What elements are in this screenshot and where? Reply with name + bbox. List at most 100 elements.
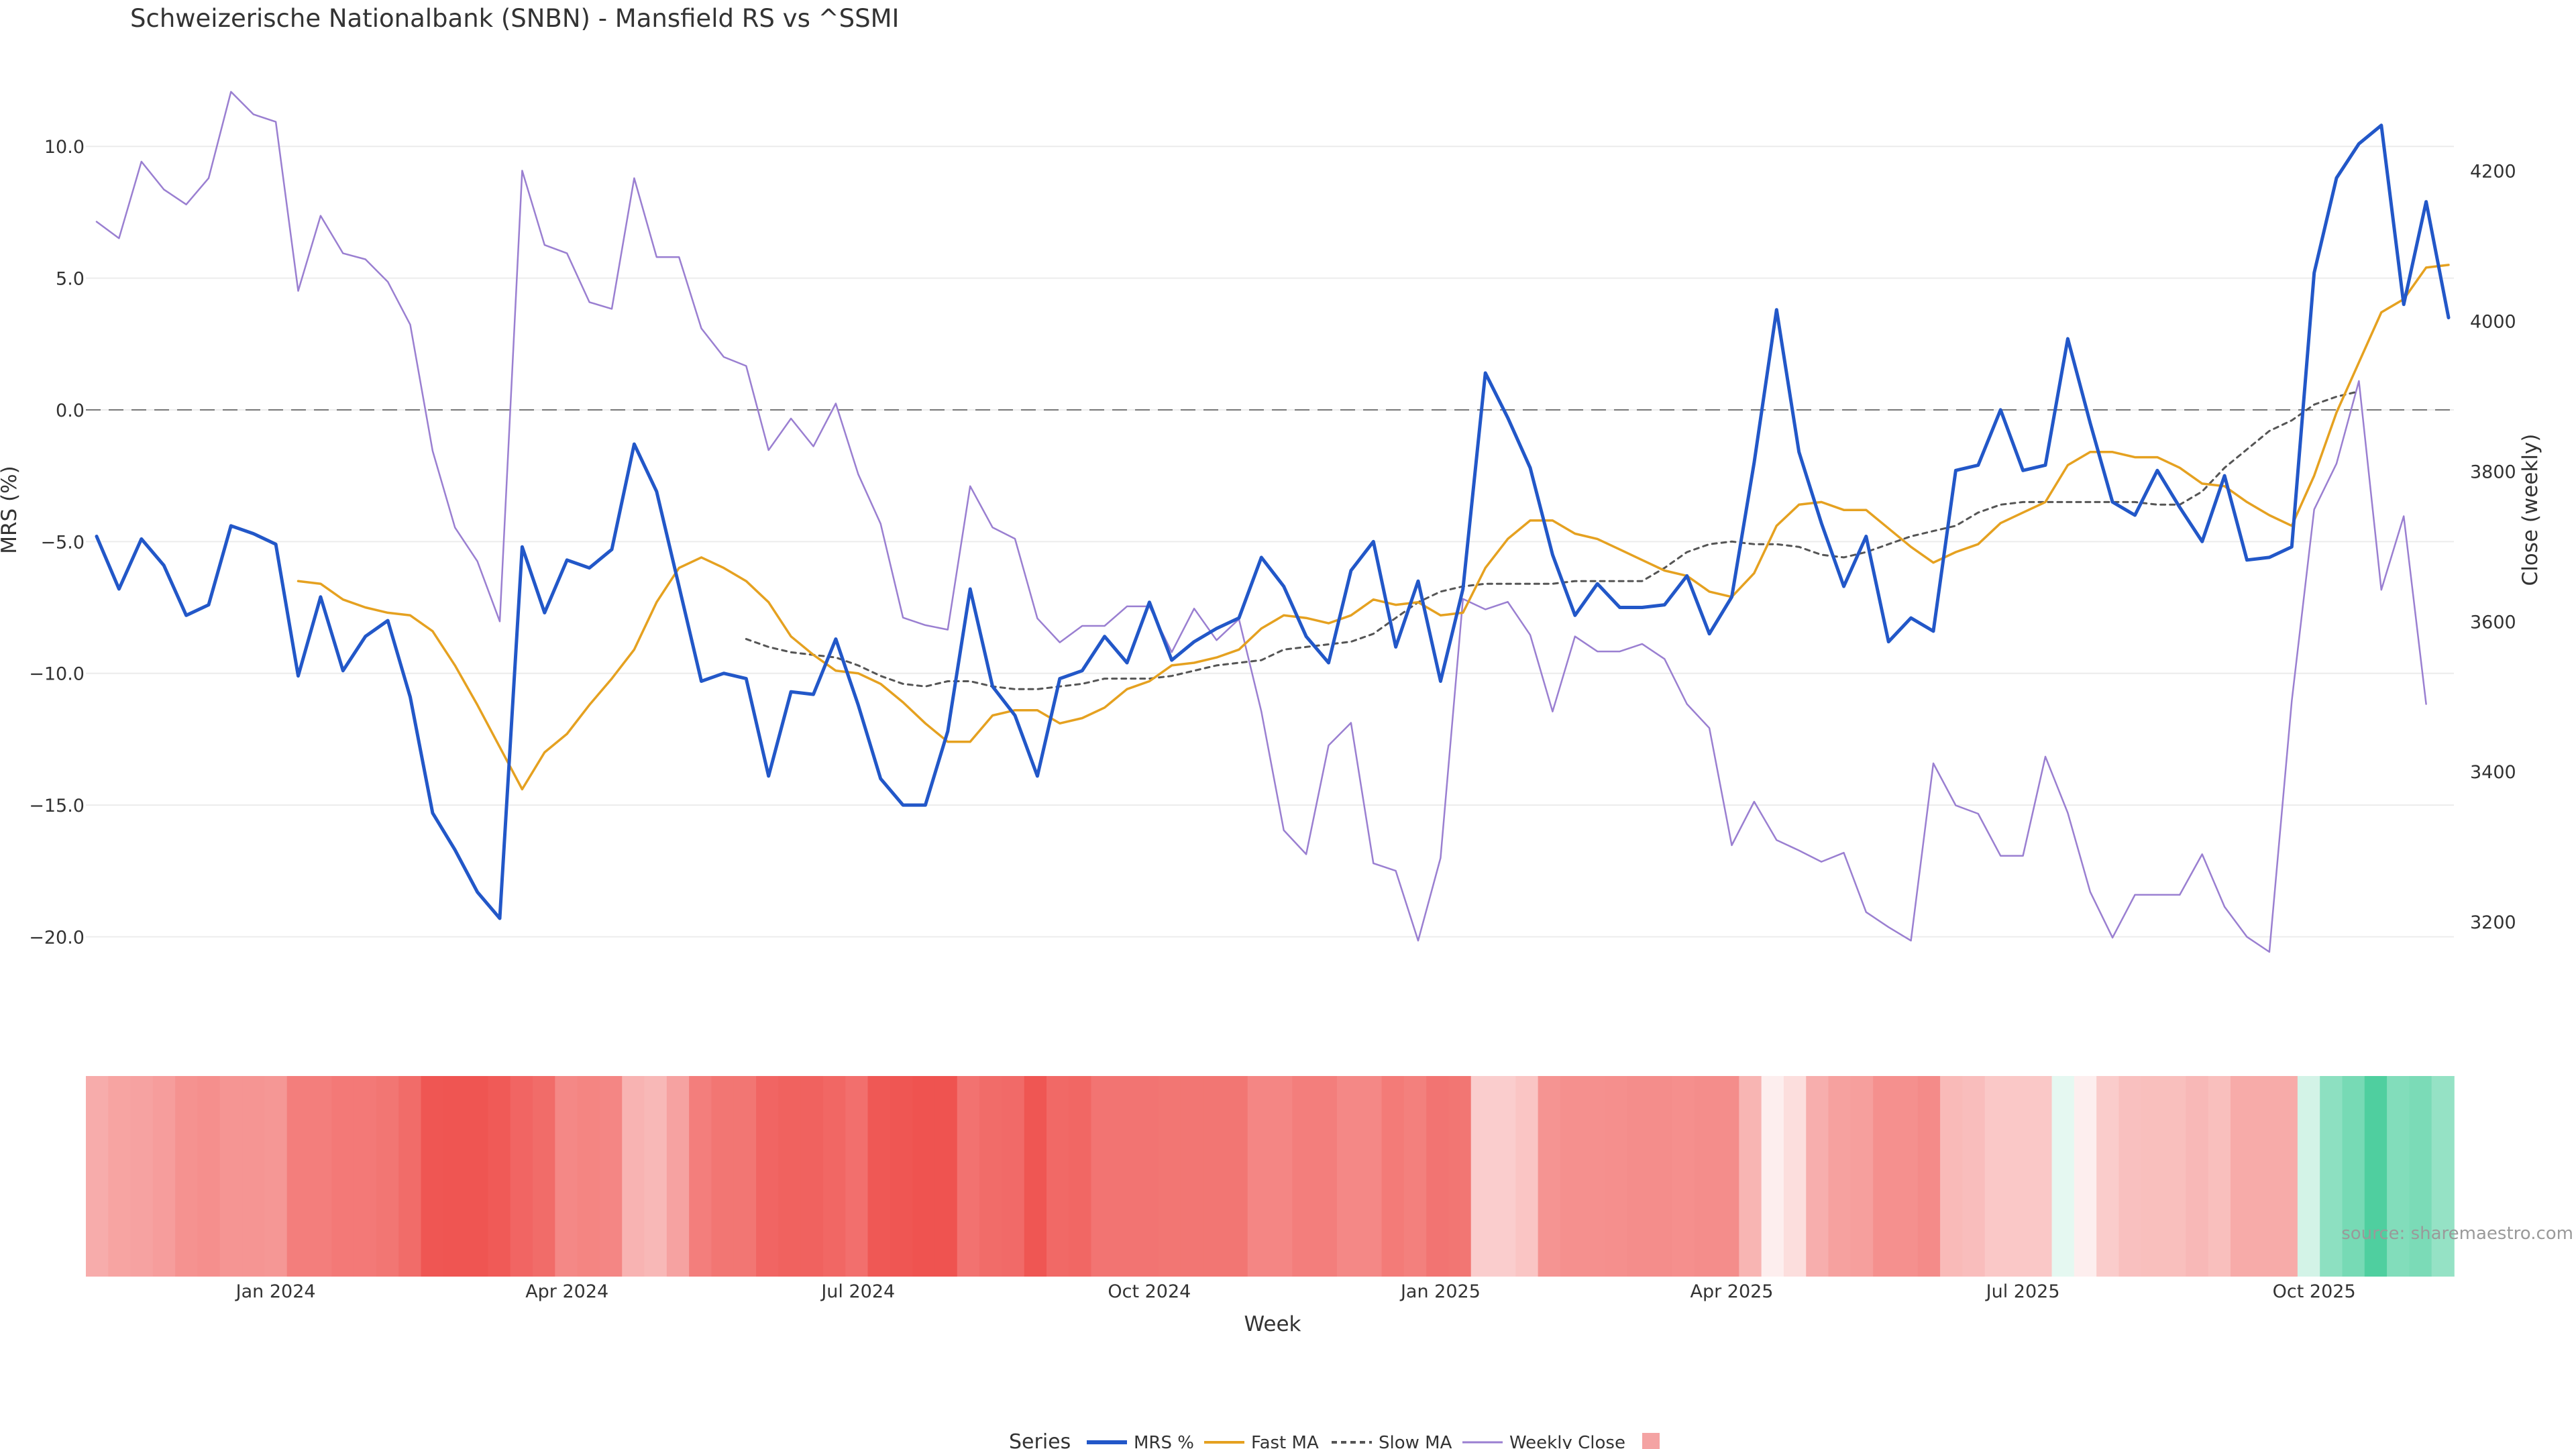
heat-cell-7 <box>242 1076 266 1277</box>
heat-cell-36 <box>890 1076 913 1277</box>
heat-cell-9 <box>286 1076 310 1277</box>
y-tick-label-5: −15.0 <box>29 796 85 816</box>
heat-cell-84 <box>1962 1076 1986 1277</box>
y2-tick-label-2: 3800 <box>2470 462 2516 482</box>
heat-cell-33 <box>822 1076 847 1277</box>
gridlines <box>86 146 2454 938</box>
heat-cell-98 <box>2275 1076 2298 1277</box>
y-axis-right-ticks: 4200 4000 3800 3600 3400 3200 <box>2470 161 2516 933</box>
heat-cell-3 <box>152 1076 176 1277</box>
legend-label-slow-ma: Slow MA <box>1379 1433 1452 1449</box>
x-tick-label-7: Oct 2025 <box>2273 1281 2356 1302</box>
heat-cell-10 <box>309 1076 333 1277</box>
y2-tick-label-4: 3400 <box>2470 762 2516 783</box>
heat-cell-87 <box>2029 1076 2053 1277</box>
heat-cell-96 <box>2230 1076 2254 1277</box>
heat-cell-99 <box>2297 1076 2320 1277</box>
heat-cell-47 <box>1136 1076 1159 1277</box>
heat-cell-14 <box>398 1076 422 1277</box>
heat-cell-65 <box>1538 1076 1561 1277</box>
heat-cell-58 <box>1381 1076 1405 1277</box>
heat-cell-91 <box>2118 1076 2142 1277</box>
heat-cell-97 <box>2253 1076 2276 1277</box>
heat-cell-61 <box>1448 1076 1472 1277</box>
heat-cell-27 <box>689 1076 712 1277</box>
heat-cell-11 <box>331 1076 355 1277</box>
heat-cell-21 <box>555 1076 578 1277</box>
heat-cell-34 <box>845 1076 869 1277</box>
heat-cell-26 <box>666 1076 690 1277</box>
legend-item-mrs[interactable]: MRS % <box>1087 1433 1194 1449</box>
heat-cell-53 <box>1270 1076 1293 1277</box>
y-tick-label-2: 0.0 <box>56 400 85 421</box>
x-axis-label: Week <box>1244 1312 1301 1336</box>
legend-swatch-heatmap <box>1642 1433 1660 1449</box>
heat-cell-52 <box>1247 1076 1271 1277</box>
legend-item-heatmap[interactable] <box>1642 1433 1660 1449</box>
heat-cell-78 <box>1828 1076 1851 1277</box>
legend-label-fast-ma: Fast MA <box>1251 1433 1319 1449</box>
heat-cell-44 <box>1069 1076 1092 1277</box>
heat-cell-2 <box>130 1076 154 1277</box>
x-tick-label-5: Apr 2025 <box>1690 1281 1773 1302</box>
heat-cell-29 <box>733 1076 757 1277</box>
heat-cell-95 <box>2208 1076 2231 1277</box>
legend-title: Series <box>1009 1430 1071 1449</box>
heat-cell-71 <box>1672 1076 1695 1277</box>
heat-cell-22 <box>577 1076 600 1277</box>
x-tick-label-6: Jul 2025 <box>1985 1281 2060 1302</box>
y-tick-label-1: 5.0 <box>56 269 85 290</box>
x-tick-label-4: Jan 2025 <box>1399 1281 1481 1302</box>
legend-item-fast-ma[interactable]: Fast MA <box>1204 1433 1319 1449</box>
y-tick-label-3: −5.0 <box>40 532 85 553</box>
legend-label-mrs: MRS % <box>1134 1433 1194 1449</box>
heat-cell-72 <box>1694 1076 1717 1277</box>
heat-cell-92 <box>2141 1076 2164 1277</box>
heat-cell-62 <box>1470 1076 1494 1277</box>
heat-cell-31 <box>778 1076 802 1277</box>
x-tick-label-3: Oct 2024 <box>1108 1281 1191 1302</box>
chart-title: Schweizerische Nationalbank (SNBN) - Man… <box>130 4 899 33</box>
heat-cell-63 <box>1493 1076 1517 1277</box>
heat-cell-49 <box>1180 1076 1203 1277</box>
heat-cell-25 <box>644 1076 667 1277</box>
heat-cell-70 <box>1650 1076 1673 1277</box>
legend-item-weekly-close[interactable]: Weekly Close <box>1462 1433 1625 1449</box>
y-tick-label-4: −10.0 <box>29 664 85 685</box>
y-axis-right-label: Close (weekly) <box>2518 434 2542 586</box>
heat-cell-8 <box>264 1076 288 1277</box>
y-tick-label-6: −20.0 <box>29 927 85 948</box>
y2-tick-label-3: 3600 <box>2470 612 2516 633</box>
heat-cell-81 <box>1895 1076 1919 1277</box>
y2-tick-label-0: 4200 <box>2470 161 2516 182</box>
heat-cell-94 <box>2186 1076 2209 1277</box>
heat-cell-28 <box>711 1076 735 1277</box>
series-line-mrs <box>95 123 2451 920</box>
heat-cell-73 <box>1717 1076 1740 1277</box>
y-tick-label-0: 10.0 <box>44 137 85 158</box>
heat-cell-75 <box>1761 1076 1784 1277</box>
heat-cell-102 <box>2364 1076 2387 1277</box>
heat-cell-0 <box>86 1076 109 1277</box>
heat-cell-50 <box>1203 1076 1226 1277</box>
heat-cell-35 <box>867 1076 891 1277</box>
heat-cell-68 <box>1605 1076 1628 1277</box>
heat-cell-4 <box>175 1076 199 1277</box>
x-tick-label-1: Apr 2024 <box>525 1281 608 1302</box>
heat-cell-17 <box>466 1076 489 1277</box>
heat-cell-19 <box>510 1076 533 1277</box>
heat-cell-13 <box>376 1076 400 1277</box>
heat-cell-67 <box>1582 1076 1606 1277</box>
y2-tick-label-5: 3200 <box>2470 912 2516 933</box>
heat-cell-77 <box>1806 1076 1829 1277</box>
heat-cell-57 <box>1359 1076 1383 1277</box>
heat-cell-1 <box>108 1076 131 1277</box>
heat-cell-6 <box>219 1076 243 1277</box>
heat-cell-64 <box>1515 1076 1539 1277</box>
heat-cell-37 <box>912 1076 936 1277</box>
heat-cell-20 <box>533 1076 556 1277</box>
series-layer <box>95 91 2451 953</box>
heat-cell-86 <box>2006 1076 2031 1277</box>
heat-cell-24 <box>622 1076 645 1277</box>
legend-item-slow-ma[interactable]: Slow MA <box>1332 1433 1452 1449</box>
